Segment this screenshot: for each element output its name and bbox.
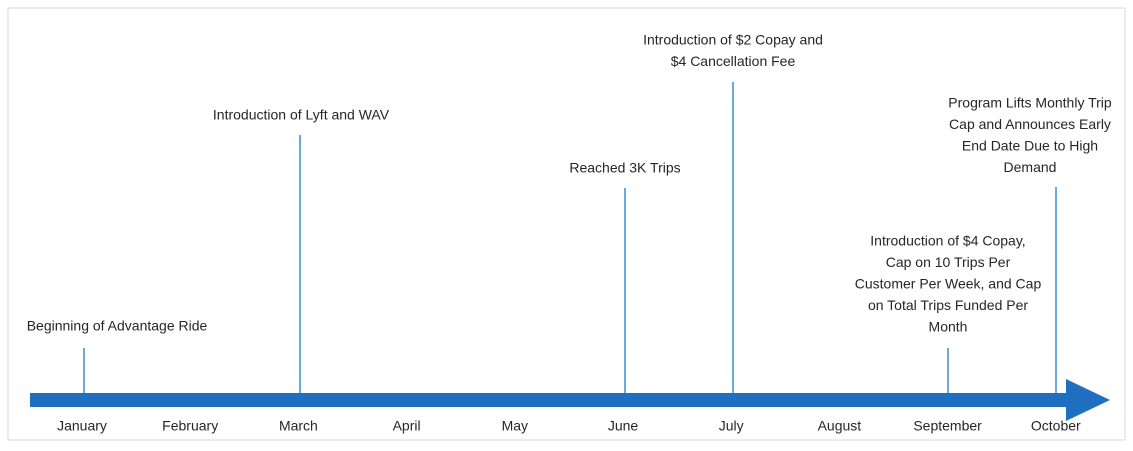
month-label: August xyxy=(818,418,862,434)
event-label: on Total Trips Funded Per xyxy=(868,297,1028,313)
event-label: Cap on 10 Trips Per xyxy=(886,254,1011,270)
month-label: March xyxy=(279,418,318,434)
frame xyxy=(7,7,1126,441)
event-label: Beginning of Advantage Ride xyxy=(27,318,208,334)
event-label: Month xyxy=(929,319,968,335)
month-label: April xyxy=(393,418,421,434)
event-label: Demand xyxy=(1004,159,1057,175)
event-label: Introduction of $4 Copay, xyxy=(870,233,1025,249)
month-label: January xyxy=(57,418,107,434)
month-label: June xyxy=(608,418,639,434)
month-label: May xyxy=(502,418,528,434)
event-label: Reached 3K Trips xyxy=(569,160,680,176)
event-label: Cap and Announces Early xyxy=(949,116,1111,132)
event-label: Customer Per Week, and Cap xyxy=(855,276,1042,292)
event-label: Program Lifts Monthly Trip xyxy=(948,95,1112,111)
month-label: September xyxy=(913,418,982,434)
event-label: End Date Due to High xyxy=(962,138,1098,154)
event-label: Introduction of Lyft and WAV xyxy=(213,107,390,123)
month-label: October xyxy=(1031,418,1081,434)
timeline-arrow-head xyxy=(1066,379,1110,421)
event-label: Introduction of $2 Copay and xyxy=(643,32,823,48)
month-label: July xyxy=(719,418,744,434)
month-label: February xyxy=(162,418,218,434)
event-label: $4 Cancellation Fee xyxy=(671,53,796,69)
timeline-arrow-shaft xyxy=(30,393,1070,407)
